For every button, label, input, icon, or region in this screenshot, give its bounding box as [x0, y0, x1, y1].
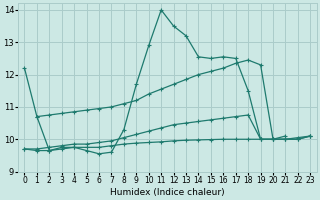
X-axis label: Humidex (Indice chaleur): Humidex (Indice chaleur) — [110, 188, 225, 197]
